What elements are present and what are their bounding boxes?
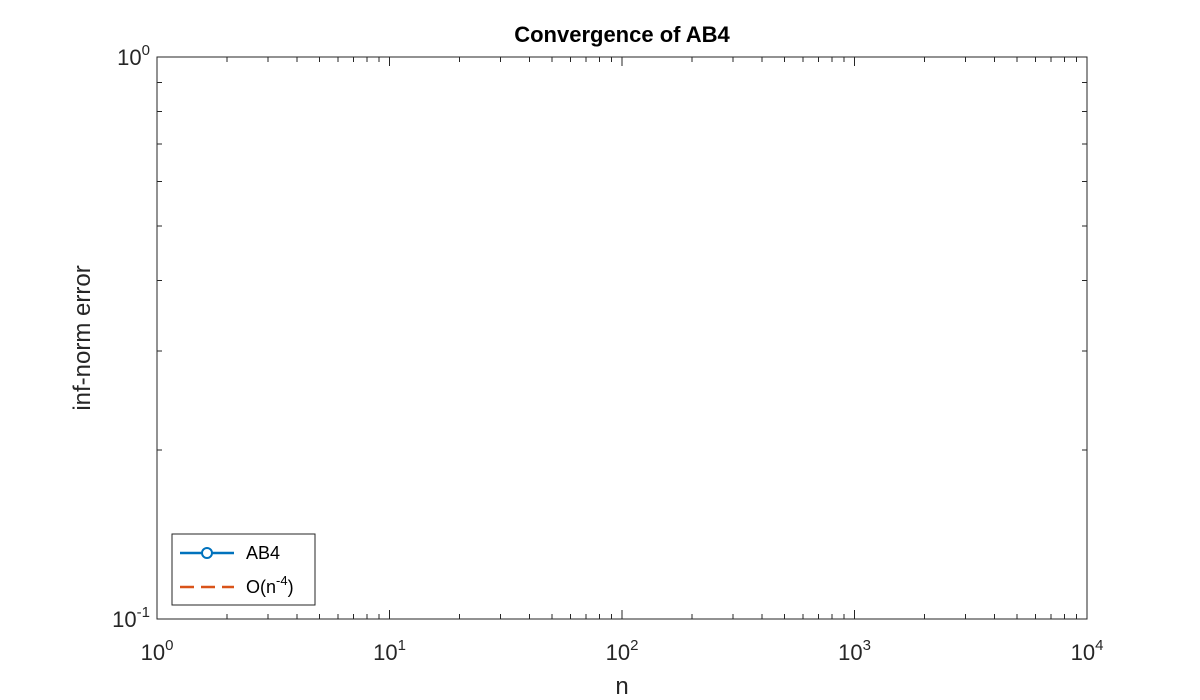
x-axis-label: n (615, 673, 628, 700)
legend-marker (201, 547, 213, 559)
y-tick-label: 100 (117, 42, 150, 70)
x-tick-label: 103 (838, 637, 871, 665)
x-tick-label: 101 (373, 637, 406, 665)
legend-label: AB4 (246, 543, 280, 563)
y-axis: 10-1 100 (112, 42, 1087, 632)
x-tick-label: 102 (606, 637, 639, 665)
y-axis-label: inf-norm error (69, 265, 96, 410)
chart-title: Convergence of AB4 (514, 22, 730, 47)
legend-label: O(n-4) (246, 573, 294, 597)
x-tick-label: 100 (141, 637, 174, 665)
legend: AB4 O(n-4) (171, 533, 316, 606)
y-tick-label: 10-1 (112, 604, 150, 632)
x-tick-label: 104 (1071, 637, 1104, 665)
x-axis: 100 101 102 103 104 (141, 57, 1104, 665)
legend-box (171, 533, 316, 606)
